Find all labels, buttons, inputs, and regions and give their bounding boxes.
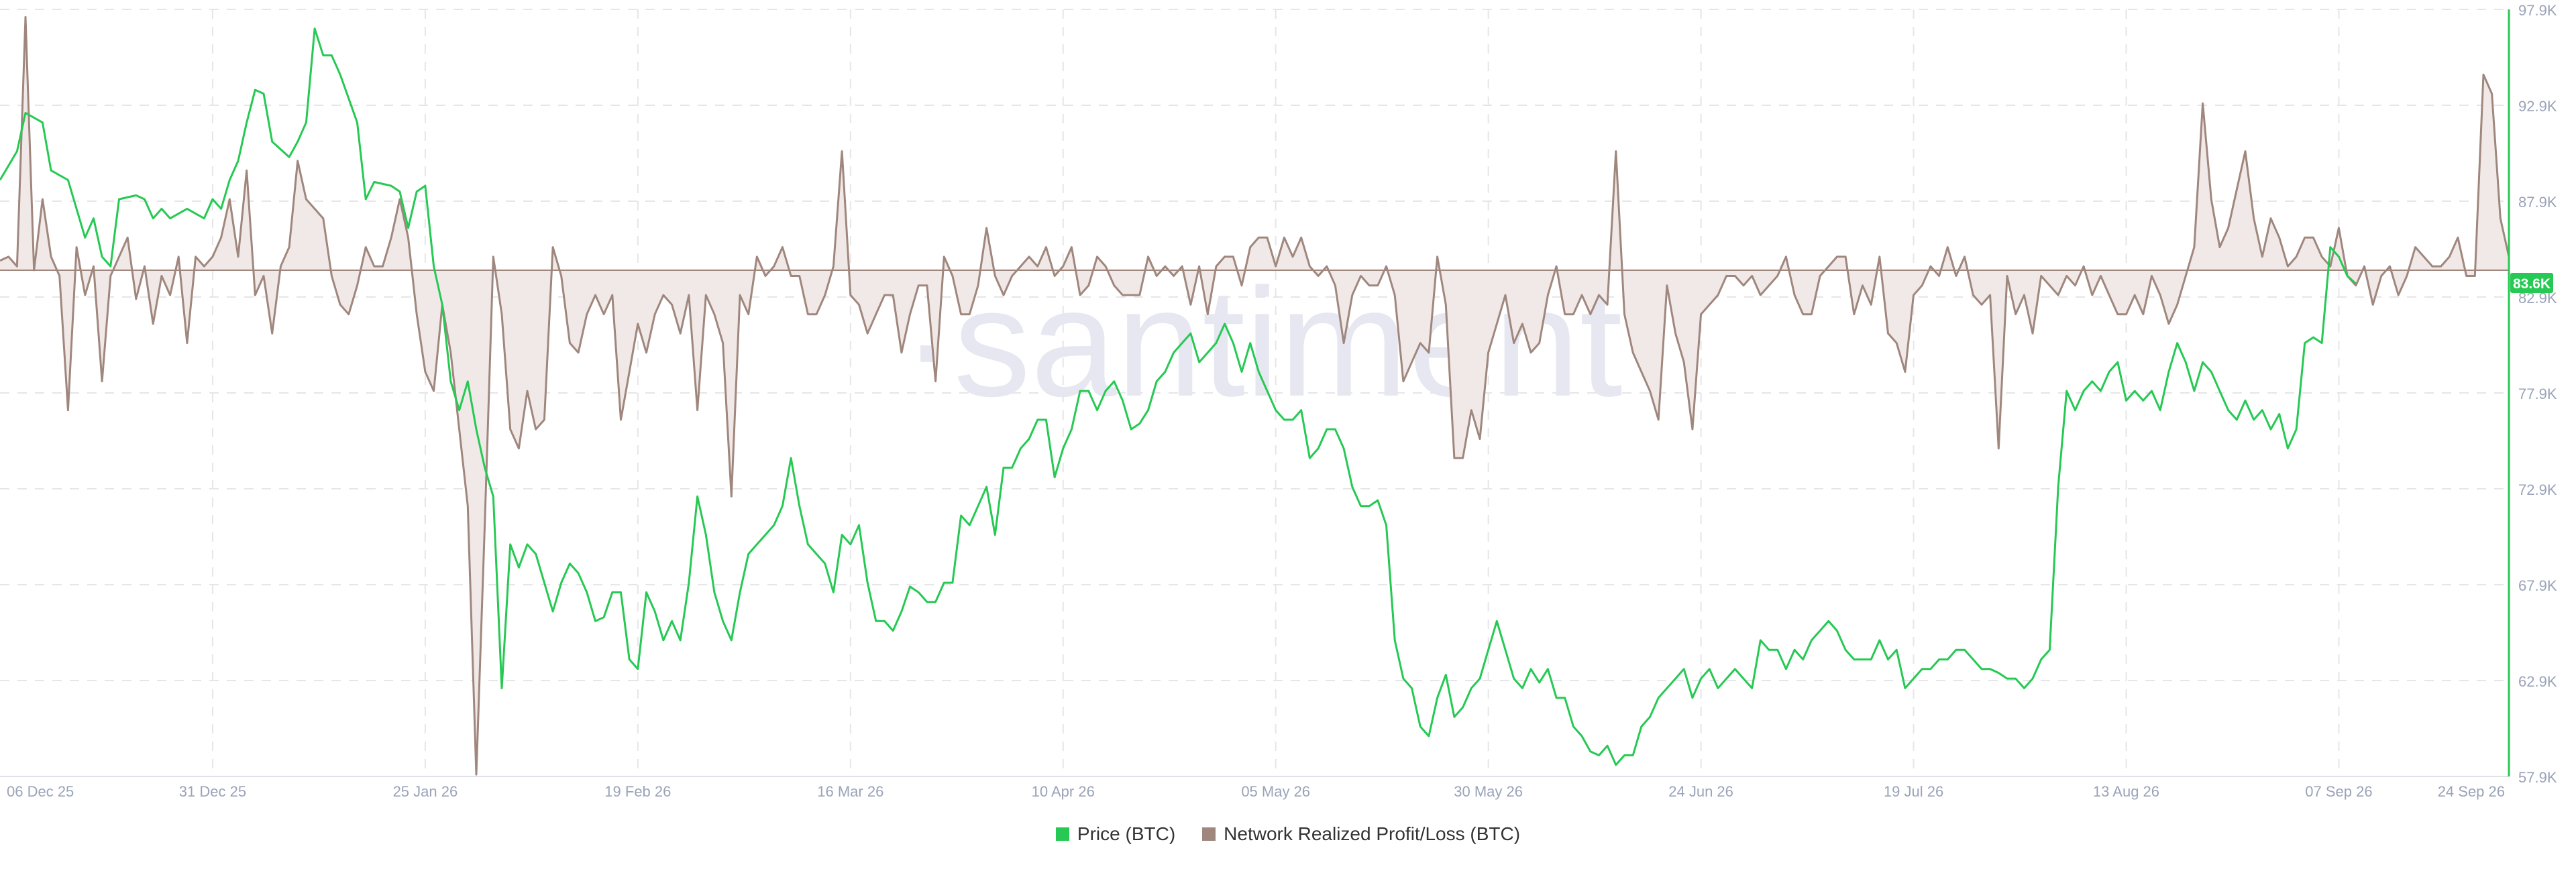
legend-price-label: Price (BTC) — [1077, 823, 1176, 844]
x-tick-label: 13 Aug 26 — [2093, 783, 2159, 800]
series-lines — [0, 15, 2510, 776]
x-tick-label: 19 Feb 26 — [604, 783, 671, 800]
y-tick-label: 77.9K — [2518, 386, 2557, 402]
x-tick-label: 24 Jun 26 — [1668, 783, 1733, 800]
y-tick-label: 57.9K — [2518, 769, 2557, 786]
axis-layer: 97.9K92.9K87.9K82.9K77.9K72.9K67.9K62.9K… — [0, 2, 2557, 800]
current-price-badge-label: 83.6K — [2513, 276, 2551, 292]
y-tick-label: 97.9K — [2518, 2, 2557, 19]
x-tick-label: 24 Sep 26 — [2438, 783, 2505, 800]
nrpl-fill-layer — [0, 17, 2509, 775]
x-tick-label: 19 Jul 26 — [1884, 783, 1943, 800]
legend-item-price[interactable]: Price (BTC) — [1055, 823, 1176, 845]
legend-nrpl-label: Network Realized Profit/Loss (BTC) — [1224, 823, 1521, 844]
x-tick-label: 25 Jan 26 — [393, 783, 458, 800]
chart-legend: Price (BTC) Network Realized Profit/Loss… — [0, 823, 2576, 845]
x-tick-label: 16 Mar 26 — [817, 783, 883, 800]
santiment-watermark: ·santiment· — [902, 256, 1674, 428]
x-tick-label: 07 Sep 26 — [2305, 783, 2372, 800]
y-tick-label: 67.9K — [2518, 577, 2557, 594]
x-tick-label: 05 May 26 — [1241, 783, 1310, 800]
grid-layer — [0, 9, 2509, 777]
legend-item-nrpl[interactable]: Network Realized Profit/Loss (BTC) — [1202, 823, 1520, 845]
x-tick-label: 31 Dec 25 — [179, 783, 246, 800]
x-tick-label: 06 Dec 25 — [7, 783, 74, 800]
x-tick-label: 30 May 26 — [1454, 783, 1523, 800]
y-tick-label: 62.9K — [2518, 673, 2557, 690]
y-tick-label: 87.9K — [2518, 194, 2557, 211]
price-swatch-icon — [1055, 827, 1069, 841]
nrpl-swatch-icon — [1202, 827, 1216, 841]
nrpl-series-line — [0, 15, 2510, 776]
y-tick-label: 72.9K — [2518, 481, 2557, 498]
x-tick-label: 10 Apr 26 — [1032, 783, 1095, 800]
y-tick-label: 92.9K — [2518, 98, 2557, 115]
current-price-badge — [2510, 272, 2553, 293]
price-series-line — [0, 27, 2357, 766]
